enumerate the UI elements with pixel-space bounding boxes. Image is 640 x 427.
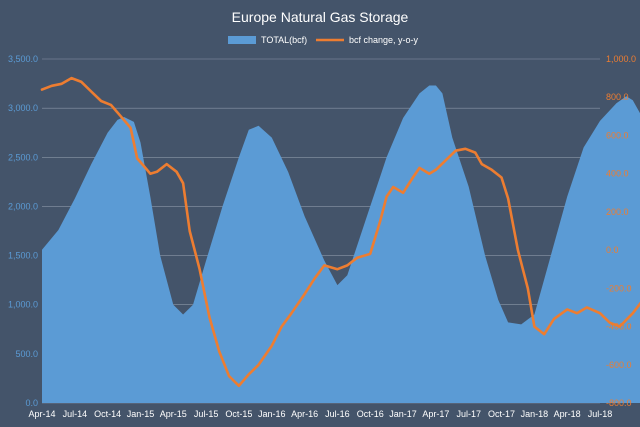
y-axis-right: -800.0 -600.0 -400.0 -200.0 0.0 200.0 400.0 600… (606, 54, 636, 408)
x-tick-label: Jan-17 (389, 409, 417, 419)
y-left-tick-label: 2,000.0 (8, 201, 38, 211)
x-tick-label: Jul-18 (588, 409, 613, 419)
chart-title: Europe Natural Gas Storage (232, 9, 409, 25)
y-right-tick-label: 400.0 (606, 169, 629, 179)
x-tick-label: Apr-18 (554, 409, 581, 419)
y-right-tick-label: 1,000.0 (606, 54, 636, 64)
legend-label-change: bcf change, y-o-y (349, 35, 419, 45)
y-axis-left: 0.0 500.0 1,000.0 1,500.0 2,000.0 2,500.0 3,00… (8, 54, 38, 408)
y-left-tick-label: 500.0 (15, 349, 38, 359)
y-right-tick-label: -400.0 (606, 322, 632, 332)
y-left-tick-label: 0.0 (25, 398, 38, 408)
y-right-tick-label: 200.0 (606, 207, 629, 217)
legend-swatch-total (228, 36, 256, 44)
x-tick-label: Oct-16 (357, 409, 384, 419)
series-line-change (40, 76, 640, 388)
y-right-tick-label: -200.0 (606, 283, 632, 293)
x-tick-label: Apr-15 (160, 409, 187, 419)
y-right-tick-label: 800.0 (606, 92, 629, 102)
y-right-tick-label: -600.0 (606, 360, 632, 370)
x-axis: Apr-14 Jul-14 Oct-14 Jan-15 Apr-15 Jul-15 Oct-… (28, 409, 612, 419)
x-tick-label: Jul-15 (194, 409, 219, 419)
y-left-tick-label: 1,500.0 (8, 251, 38, 261)
legend: TOTAL(bcf) bcf change, y-o-y (228, 35, 419, 45)
x-tick-label: Apr-16 (291, 409, 318, 419)
x-tick-label: Oct-14 (94, 409, 121, 419)
legend-label-total: TOTAL(bcf) (261, 35, 307, 45)
x-tick-label: Apr-14 (28, 409, 55, 419)
plot-area (40, 76, 640, 403)
y-left-tick-label: 3,500.0 (8, 54, 38, 64)
y-right-tick-label: 600.0 (606, 130, 629, 140)
x-tick-label: Apr-17 (422, 409, 449, 419)
y-left-tick-label: 3,000.0 (8, 103, 38, 113)
series-area-total (42, 85, 640, 403)
x-tick-label: Jan-16 (258, 409, 286, 419)
x-tick-label: Oct-15 (225, 409, 252, 419)
x-tick-label: Jan-15 (127, 409, 155, 419)
y-left-tick-label: 1,000.0 (8, 300, 38, 310)
y-right-tick-label: -800.0 (606, 398, 632, 408)
x-tick-label: Oct-17 (488, 409, 515, 419)
x-tick-label: Jul-16 (325, 409, 350, 419)
x-tick-label: Jul-14 (63, 409, 88, 419)
x-tick-label: Jul-17 (456, 409, 481, 419)
y-left-tick-label: 2,500.0 (8, 152, 38, 162)
x-tick-label: Jan-18 (521, 409, 549, 419)
y-right-tick-label: 0.0 (606, 245, 619, 255)
